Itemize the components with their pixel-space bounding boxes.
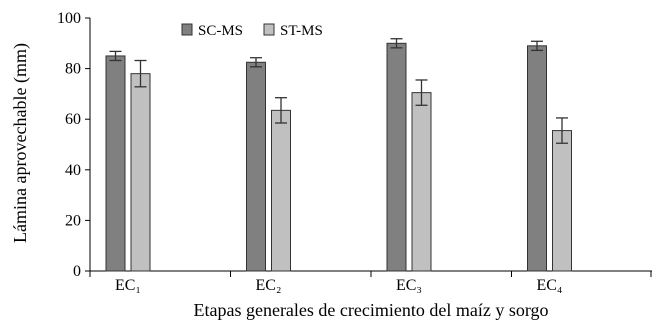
y-tick-label: 100 xyxy=(57,10,81,27)
legend-label-sc-ms: SC-MS xyxy=(198,23,243,39)
bars xyxy=(105,42,572,272)
y-ticks: 0 20 40 60 80 100 xyxy=(57,10,90,280)
bar-st-ms-4 xyxy=(552,130,572,272)
plot-area: 0 20 40 60 80 100 EC₁ EC₂ EC₃ EC₄ xyxy=(57,10,652,294)
legend: SC-MS ST-MS xyxy=(181,23,323,39)
y-tick-label: 40 xyxy=(65,162,81,179)
bar-st-ms-1 xyxy=(130,73,151,272)
bar-sc-ms-2 xyxy=(246,61,266,272)
x-ticks: EC₁ EC₂ EC₃ EC₄ xyxy=(89,271,652,294)
legend-label-st-ms: ST-MS xyxy=(280,23,323,39)
bar-sc-ms-4 xyxy=(527,45,547,272)
error-bars xyxy=(109,38,568,144)
y-tick-label: 0 xyxy=(73,263,81,280)
y-tick-label: 20 xyxy=(65,212,81,229)
x-tick-label: EC₃ xyxy=(396,277,422,294)
bar-st-ms-3 xyxy=(411,92,432,272)
bar-st-ms-2 xyxy=(271,109,291,272)
x-tick-label: EC₄ xyxy=(536,277,562,294)
x-tick-label: EC₂ xyxy=(255,277,281,294)
y-tick-label: 60 xyxy=(65,111,81,128)
y-tick-label: 80 xyxy=(65,61,81,78)
bar-sc-ms-1 xyxy=(105,55,126,272)
legend-swatch-sc-ms xyxy=(181,23,193,36)
legend-swatch-st-ms xyxy=(263,23,275,36)
bar-sc-ms-3 xyxy=(386,42,407,272)
x-tick-label: EC₁ xyxy=(115,277,141,294)
y-axis-title: Lámina aprovechable (mm) xyxy=(10,43,31,243)
x-axis-title: Etapas generales de crecimiento del maíz… xyxy=(193,300,548,320)
